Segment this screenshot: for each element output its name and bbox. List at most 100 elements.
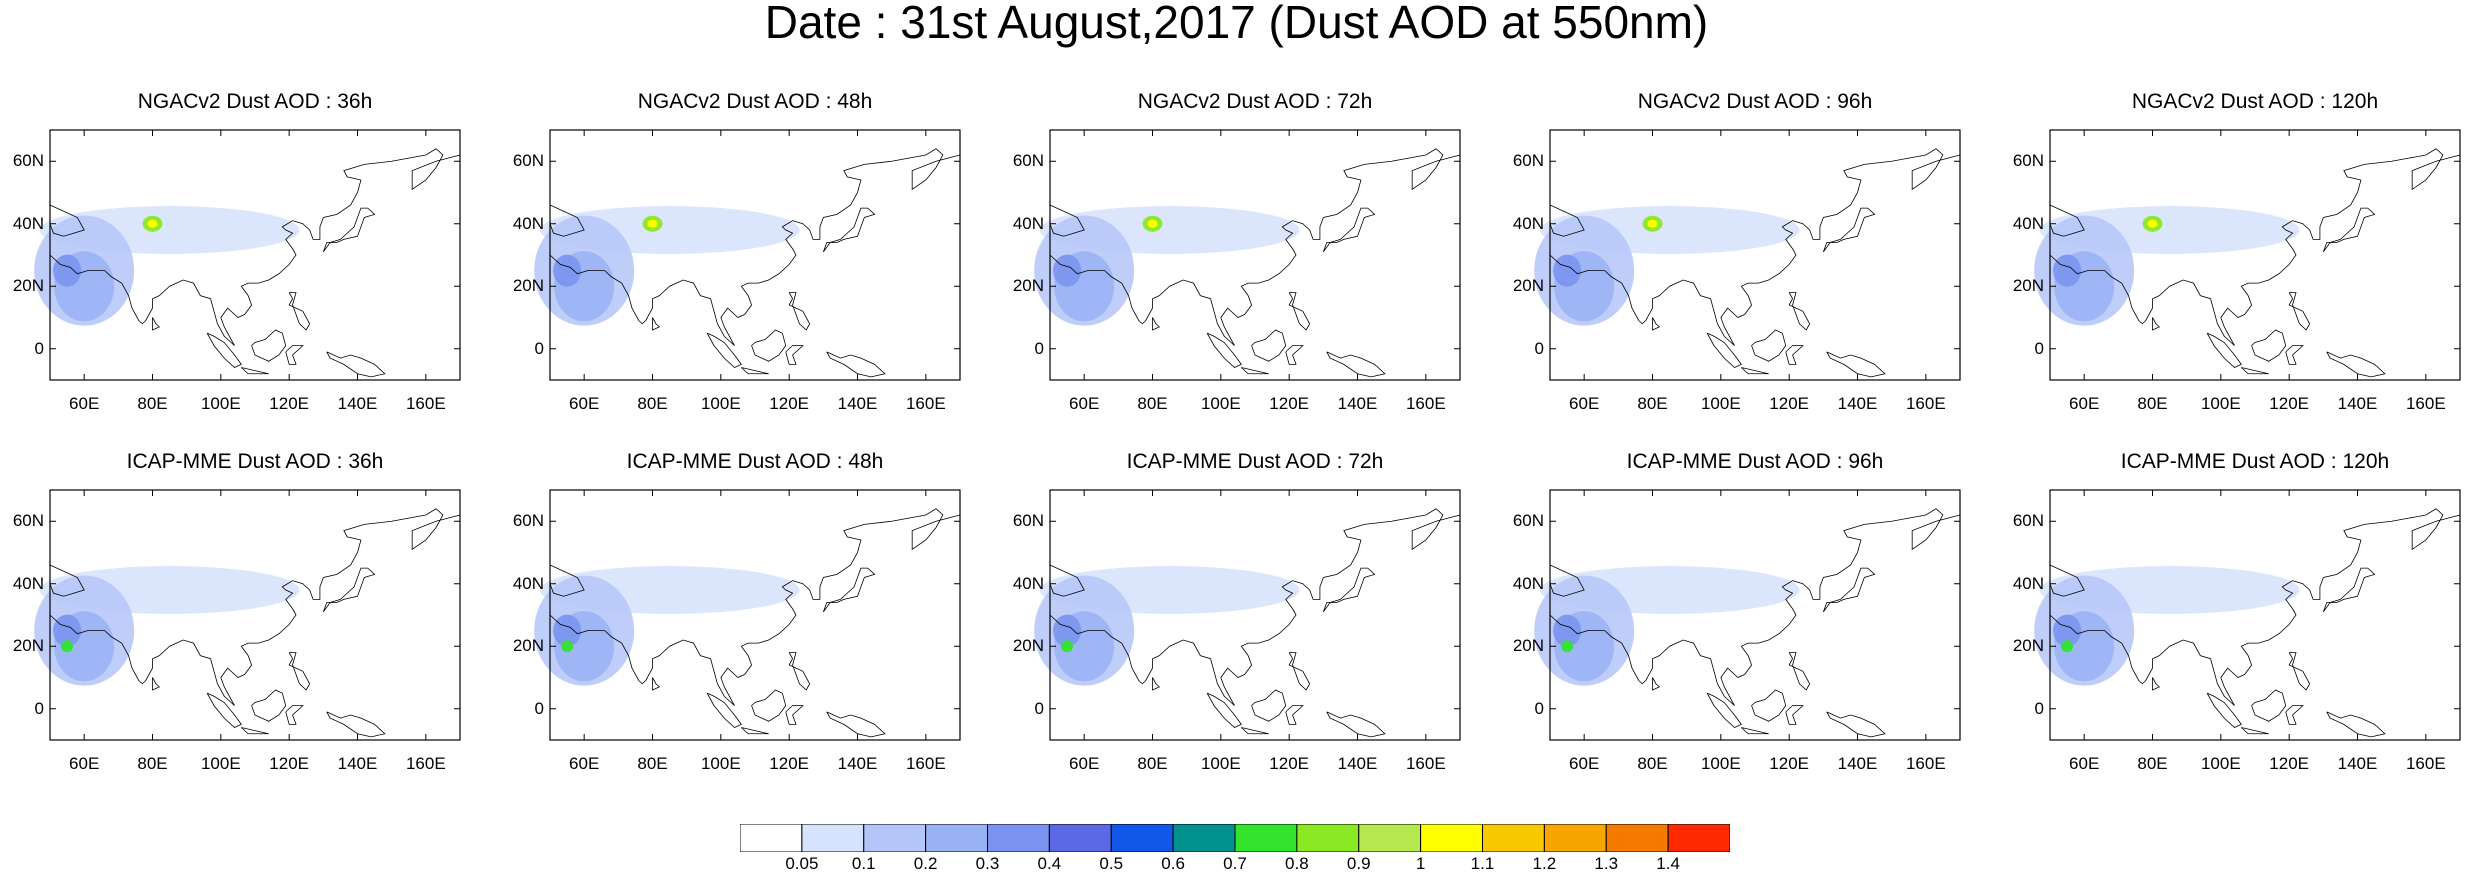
map-plot	[1034, 129, 1461, 381]
colorbar-label: 1.2	[1532, 854, 1557, 873]
panel-title: ICAP-MME Dust AOD : 96h	[1626, 450, 1884, 473]
coastline	[785, 705, 804, 725]
coastline	[1049, 564, 1085, 597]
map-plot	[534, 129, 961, 381]
lon-label: 100E	[2200, 754, 2241, 773]
colorbar-swatch	[1296, 823, 1360, 853]
coastline	[2152, 677, 2161, 691]
aod-field	[53, 614, 82, 647]
colorbar-label: 0.6	[1161, 854, 1185, 873]
map-plot	[34, 489, 461, 741]
map-frame	[1549, 489, 1961, 741]
lon-label: 60E	[2069, 394, 2100, 413]
lon-label: 140E	[1837, 394, 1878, 413]
coastline	[152, 317, 161, 331]
coastline	[751, 329, 787, 362]
lat-label: 60N	[12, 151, 44, 171]
coastline	[2251, 329, 2287, 362]
coastline	[1049, 508, 1461, 706]
colorbar-label: 0.7	[1223, 854, 1247, 873]
lon-label: 80E	[1637, 394, 1668, 413]
coastline	[706, 332, 742, 368]
lon-label: 160E	[1405, 754, 1446, 773]
map-frame	[549, 489, 961, 741]
coastline	[251, 689, 287, 722]
map-frame	[2049, 129, 2461, 381]
colorbar-label: 0.05	[785, 854, 819, 873]
aod-field	[1147, 219, 1158, 228]
lon-label: 120E	[769, 394, 809, 413]
lon-label: 140E	[837, 394, 878, 413]
coastline	[751, 689, 787, 722]
lon-label: 80E	[637, 394, 668, 413]
lon-label: 160E	[1405, 394, 1446, 413]
coastline	[2241, 367, 2269, 375]
lat-label: 20N	[1512, 636, 1544, 656]
coastline	[822, 207, 876, 253]
map-panel: NGACv2 Dust AOD : 48h 60N 40N 20N 0 60E 80E 100…	[513, 90, 961, 413]
coastline	[2049, 204, 2085, 237]
lat-label: 40N	[12, 573, 44, 593]
lon-label: 100E	[1700, 754, 1741, 773]
map-panel: NGACv2 Dust AOD : 72h 60N 40N 20N 0 60E 80E 100…	[1013, 90, 1461, 413]
coastline	[49, 204, 85, 237]
colorbar-label: 1.3	[1594, 854, 1619, 873]
lat-label: 40N	[1512, 573, 1544, 593]
lat-label: 60N	[512, 151, 544, 171]
coastline	[2049, 148, 2461, 346]
coastline	[652, 317, 661, 331]
coastline	[1741, 727, 1769, 735]
lat-label: 60N	[2012, 511, 2044, 531]
coastline	[822, 567, 876, 613]
coastline	[1785, 345, 1804, 365]
coastline	[1241, 727, 1269, 735]
coastline	[549, 508, 961, 706]
coastline	[206, 692, 242, 728]
coastline	[1206, 332, 1242, 368]
aod-field	[2053, 254, 2082, 287]
lat-label: 40N	[12, 213, 44, 233]
map-frame	[49, 129, 461, 381]
panel-title: ICAP-MME Dust AOD : 36h	[126, 450, 384, 473]
coastline	[1751, 689, 1787, 722]
lon-label: 80E	[2137, 754, 2168, 773]
page-title: Date : 31st August,2017 (Dust AOD at 550…	[764, 0, 1709, 48]
map-plot	[34, 129, 461, 381]
lon-label: 60E	[1569, 394, 1600, 413]
lon-label: 80E	[1637, 754, 1668, 773]
colorbar-swatch	[1667, 823, 1731, 853]
map-plot	[1534, 129, 1961, 381]
map-plot	[1034, 489, 1461, 741]
coastline	[549, 148, 961, 346]
map-plot	[2034, 129, 2461, 381]
lon-label: 120E	[1269, 394, 1309, 413]
colorbar-label: 0.2	[913, 854, 938, 873]
coastline	[1049, 148, 1461, 346]
map-frame	[2049, 489, 2461, 741]
lon-label: 100E	[200, 394, 241, 413]
lon-label: 120E	[269, 754, 309, 773]
colorbar-label: 0.4	[1037, 854, 1062, 873]
lon-label: 60E	[569, 394, 600, 413]
colorbar-label: 1.4	[1656, 854, 1680, 873]
map-plot	[1534, 489, 1961, 741]
aod-field	[2061, 640, 2074, 653]
aod-field	[53, 254, 82, 287]
lat-label: 20N	[12, 276, 44, 296]
aod-field	[2053, 614, 2082, 647]
coastline	[1741, 367, 1769, 375]
lon-label: 60E	[1069, 754, 1100, 773]
colorbar-svg	[739, 823, 1731, 853]
colorbar-swatch	[1605, 823, 1669, 853]
lon-label: 60E	[1569, 754, 1600, 773]
lat-label: 60N	[1012, 151, 1044, 171]
coastline	[2206, 332, 2242, 368]
lon-label: 60E	[569, 754, 600, 773]
coastline	[2152, 317, 2161, 331]
coastline	[549, 204, 585, 237]
lat-label: 20N	[512, 636, 544, 656]
aod-field	[1553, 254, 1582, 287]
lon-label: 80E	[1137, 394, 1168, 413]
aod-field	[1061, 640, 1074, 653]
map-panel: ICAP-MME Dust AOD : 48h 60N 40N 20N 0 60E 80E 1…	[513, 450, 961, 773]
